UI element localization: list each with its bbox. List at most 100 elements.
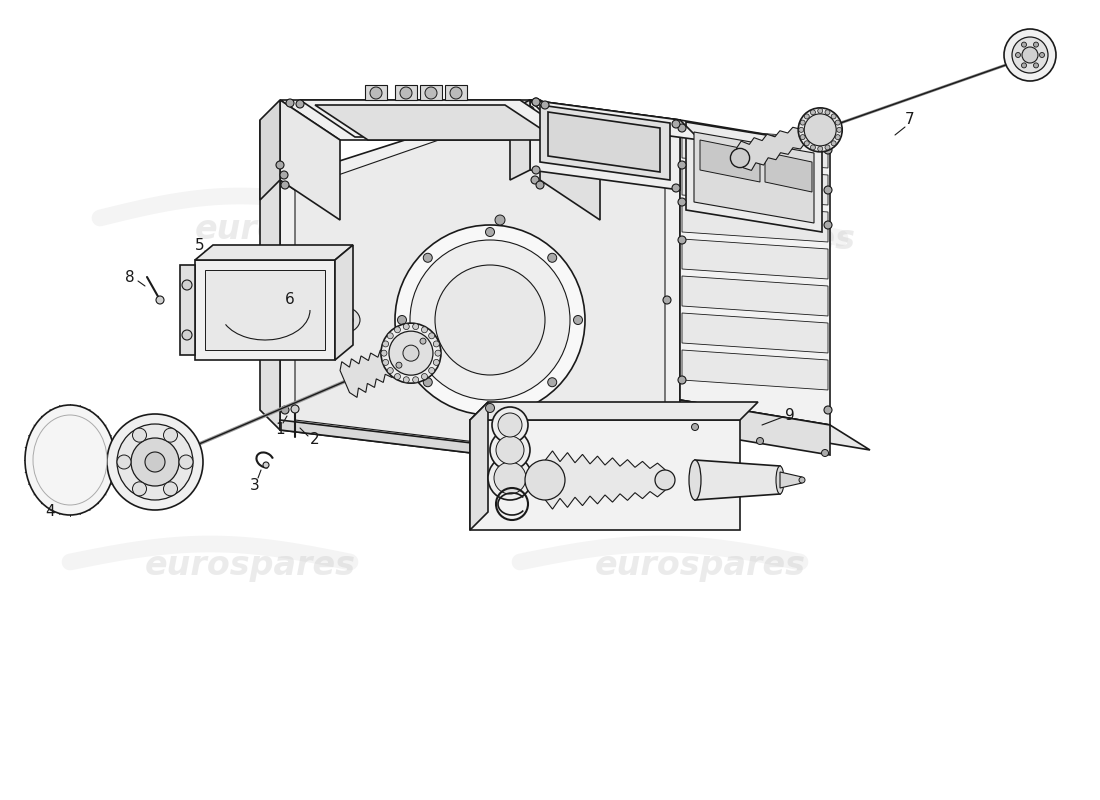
Ellipse shape [327, 311, 353, 329]
Circle shape [832, 114, 836, 119]
Circle shape [280, 296, 289, 304]
Circle shape [817, 108, 823, 114]
Circle shape [678, 236, 686, 244]
Circle shape [370, 87, 382, 99]
Circle shape [525, 460, 565, 500]
Circle shape [490, 430, 530, 470]
Text: 4: 4 [45, 505, 55, 519]
Circle shape [433, 341, 439, 347]
Circle shape [526, 106, 534, 114]
Ellipse shape [320, 306, 360, 334]
Polygon shape [686, 122, 822, 232]
Circle shape [1022, 63, 1026, 68]
Polygon shape [680, 400, 830, 455]
Circle shape [835, 120, 840, 125]
Polygon shape [470, 420, 740, 530]
Text: 9: 9 [785, 407, 795, 422]
Circle shape [804, 114, 810, 119]
Text: 3: 3 [250, 478, 260, 493]
Circle shape [532, 98, 540, 106]
Polygon shape [764, 152, 812, 192]
Circle shape [450, 87, 462, 99]
Circle shape [1004, 29, 1056, 81]
Circle shape [410, 240, 570, 400]
Text: 8: 8 [125, 270, 135, 286]
Polygon shape [540, 105, 670, 180]
Polygon shape [700, 140, 760, 182]
Circle shape [1040, 53, 1045, 58]
Circle shape [179, 455, 192, 469]
Circle shape [156, 296, 164, 304]
Circle shape [1034, 63, 1038, 68]
Circle shape [164, 482, 177, 496]
Polygon shape [530, 100, 680, 190]
Circle shape [678, 161, 686, 169]
Polygon shape [280, 100, 680, 460]
Circle shape [804, 141, 810, 146]
Circle shape [421, 326, 428, 333]
Polygon shape [695, 460, 780, 500]
Circle shape [496, 436, 524, 464]
Ellipse shape [25, 405, 115, 515]
Circle shape [107, 414, 204, 510]
Polygon shape [280, 100, 600, 140]
Circle shape [182, 330, 192, 340]
Circle shape [678, 198, 686, 206]
Circle shape [117, 424, 192, 500]
Text: eurospares: eurospares [645, 223, 856, 257]
Text: 7: 7 [905, 113, 915, 127]
Circle shape [837, 127, 842, 132]
Circle shape [810, 126, 822, 138]
Circle shape [132, 428, 146, 442]
Text: 6: 6 [285, 293, 295, 307]
Circle shape [292, 405, 299, 413]
Circle shape [424, 378, 432, 386]
Circle shape [548, 378, 557, 386]
Polygon shape [682, 276, 828, 316]
Circle shape [1012, 37, 1048, 73]
Polygon shape [395, 85, 417, 100]
Polygon shape [682, 165, 828, 205]
Circle shape [495, 215, 505, 225]
Polygon shape [260, 120, 280, 430]
Circle shape [799, 477, 805, 483]
Polygon shape [470, 402, 758, 420]
Circle shape [145, 452, 165, 472]
Circle shape [395, 374, 400, 379]
Polygon shape [544, 451, 666, 509]
Polygon shape [540, 100, 600, 220]
Circle shape [280, 181, 289, 189]
Circle shape [383, 359, 388, 366]
Circle shape [420, 338, 426, 344]
Circle shape [548, 254, 557, 262]
Circle shape [400, 87, 412, 99]
Circle shape [433, 359, 439, 366]
Circle shape [825, 110, 830, 115]
Circle shape [824, 406, 832, 414]
Circle shape [825, 145, 830, 150]
Polygon shape [336, 245, 353, 360]
Polygon shape [195, 260, 336, 360]
Circle shape [541, 101, 549, 109]
Polygon shape [446, 85, 468, 100]
Polygon shape [548, 112, 660, 172]
Circle shape [404, 323, 409, 330]
Polygon shape [680, 400, 870, 450]
Circle shape [117, 455, 131, 469]
Circle shape [532, 166, 540, 174]
Text: eurospares: eurospares [594, 549, 805, 582]
Circle shape [421, 374, 428, 379]
Circle shape [799, 127, 804, 132]
Polygon shape [510, 100, 530, 180]
Circle shape [663, 421, 671, 429]
Circle shape [654, 470, 675, 490]
Circle shape [132, 482, 146, 496]
Ellipse shape [776, 466, 784, 494]
Circle shape [678, 376, 686, 384]
Polygon shape [682, 313, 828, 353]
Polygon shape [280, 180, 540, 220]
Circle shape [526, 451, 534, 459]
Polygon shape [420, 85, 442, 100]
Circle shape [280, 171, 288, 179]
Polygon shape [737, 124, 817, 170]
